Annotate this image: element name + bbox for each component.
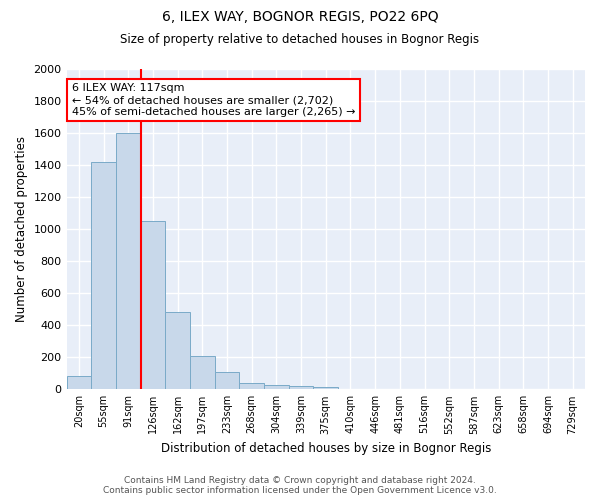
Bar	[264, 386, 289, 390]
Y-axis label: Number of detached properties: Number of detached properties	[15, 136, 28, 322]
Bar	[190, 356, 215, 390]
Bar	[67, 376, 91, 390]
Bar	[313, 387, 338, 390]
Bar	[91, 162, 116, 390]
Text: Size of property relative to detached houses in Bognor Regis: Size of property relative to detached ho…	[121, 32, 479, 46]
Bar	[215, 372, 239, 390]
Bar	[116, 133, 140, 390]
X-axis label: Distribution of detached houses by size in Bognor Regis: Distribution of detached houses by size …	[161, 442, 491, 455]
Text: 6, ILEX WAY, BOGNOR REGIS, PO22 6PQ: 6, ILEX WAY, BOGNOR REGIS, PO22 6PQ	[161, 10, 439, 24]
Bar	[140, 221, 165, 390]
Text: 6 ILEX WAY: 117sqm
← 54% of detached houses are smaller (2,702)
45% of semi-deta: 6 ILEX WAY: 117sqm ← 54% of detached hou…	[72, 84, 355, 116]
Bar	[289, 386, 313, 390]
Bar	[165, 312, 190, 390]
Text: Contains HM Land Registry data © Crown copyright and database right 2024.
Contai: Contains HM Land Registry data © Crown c…	[103, 476, 497, 495]
Bar	[239, 383, 264, 390]
